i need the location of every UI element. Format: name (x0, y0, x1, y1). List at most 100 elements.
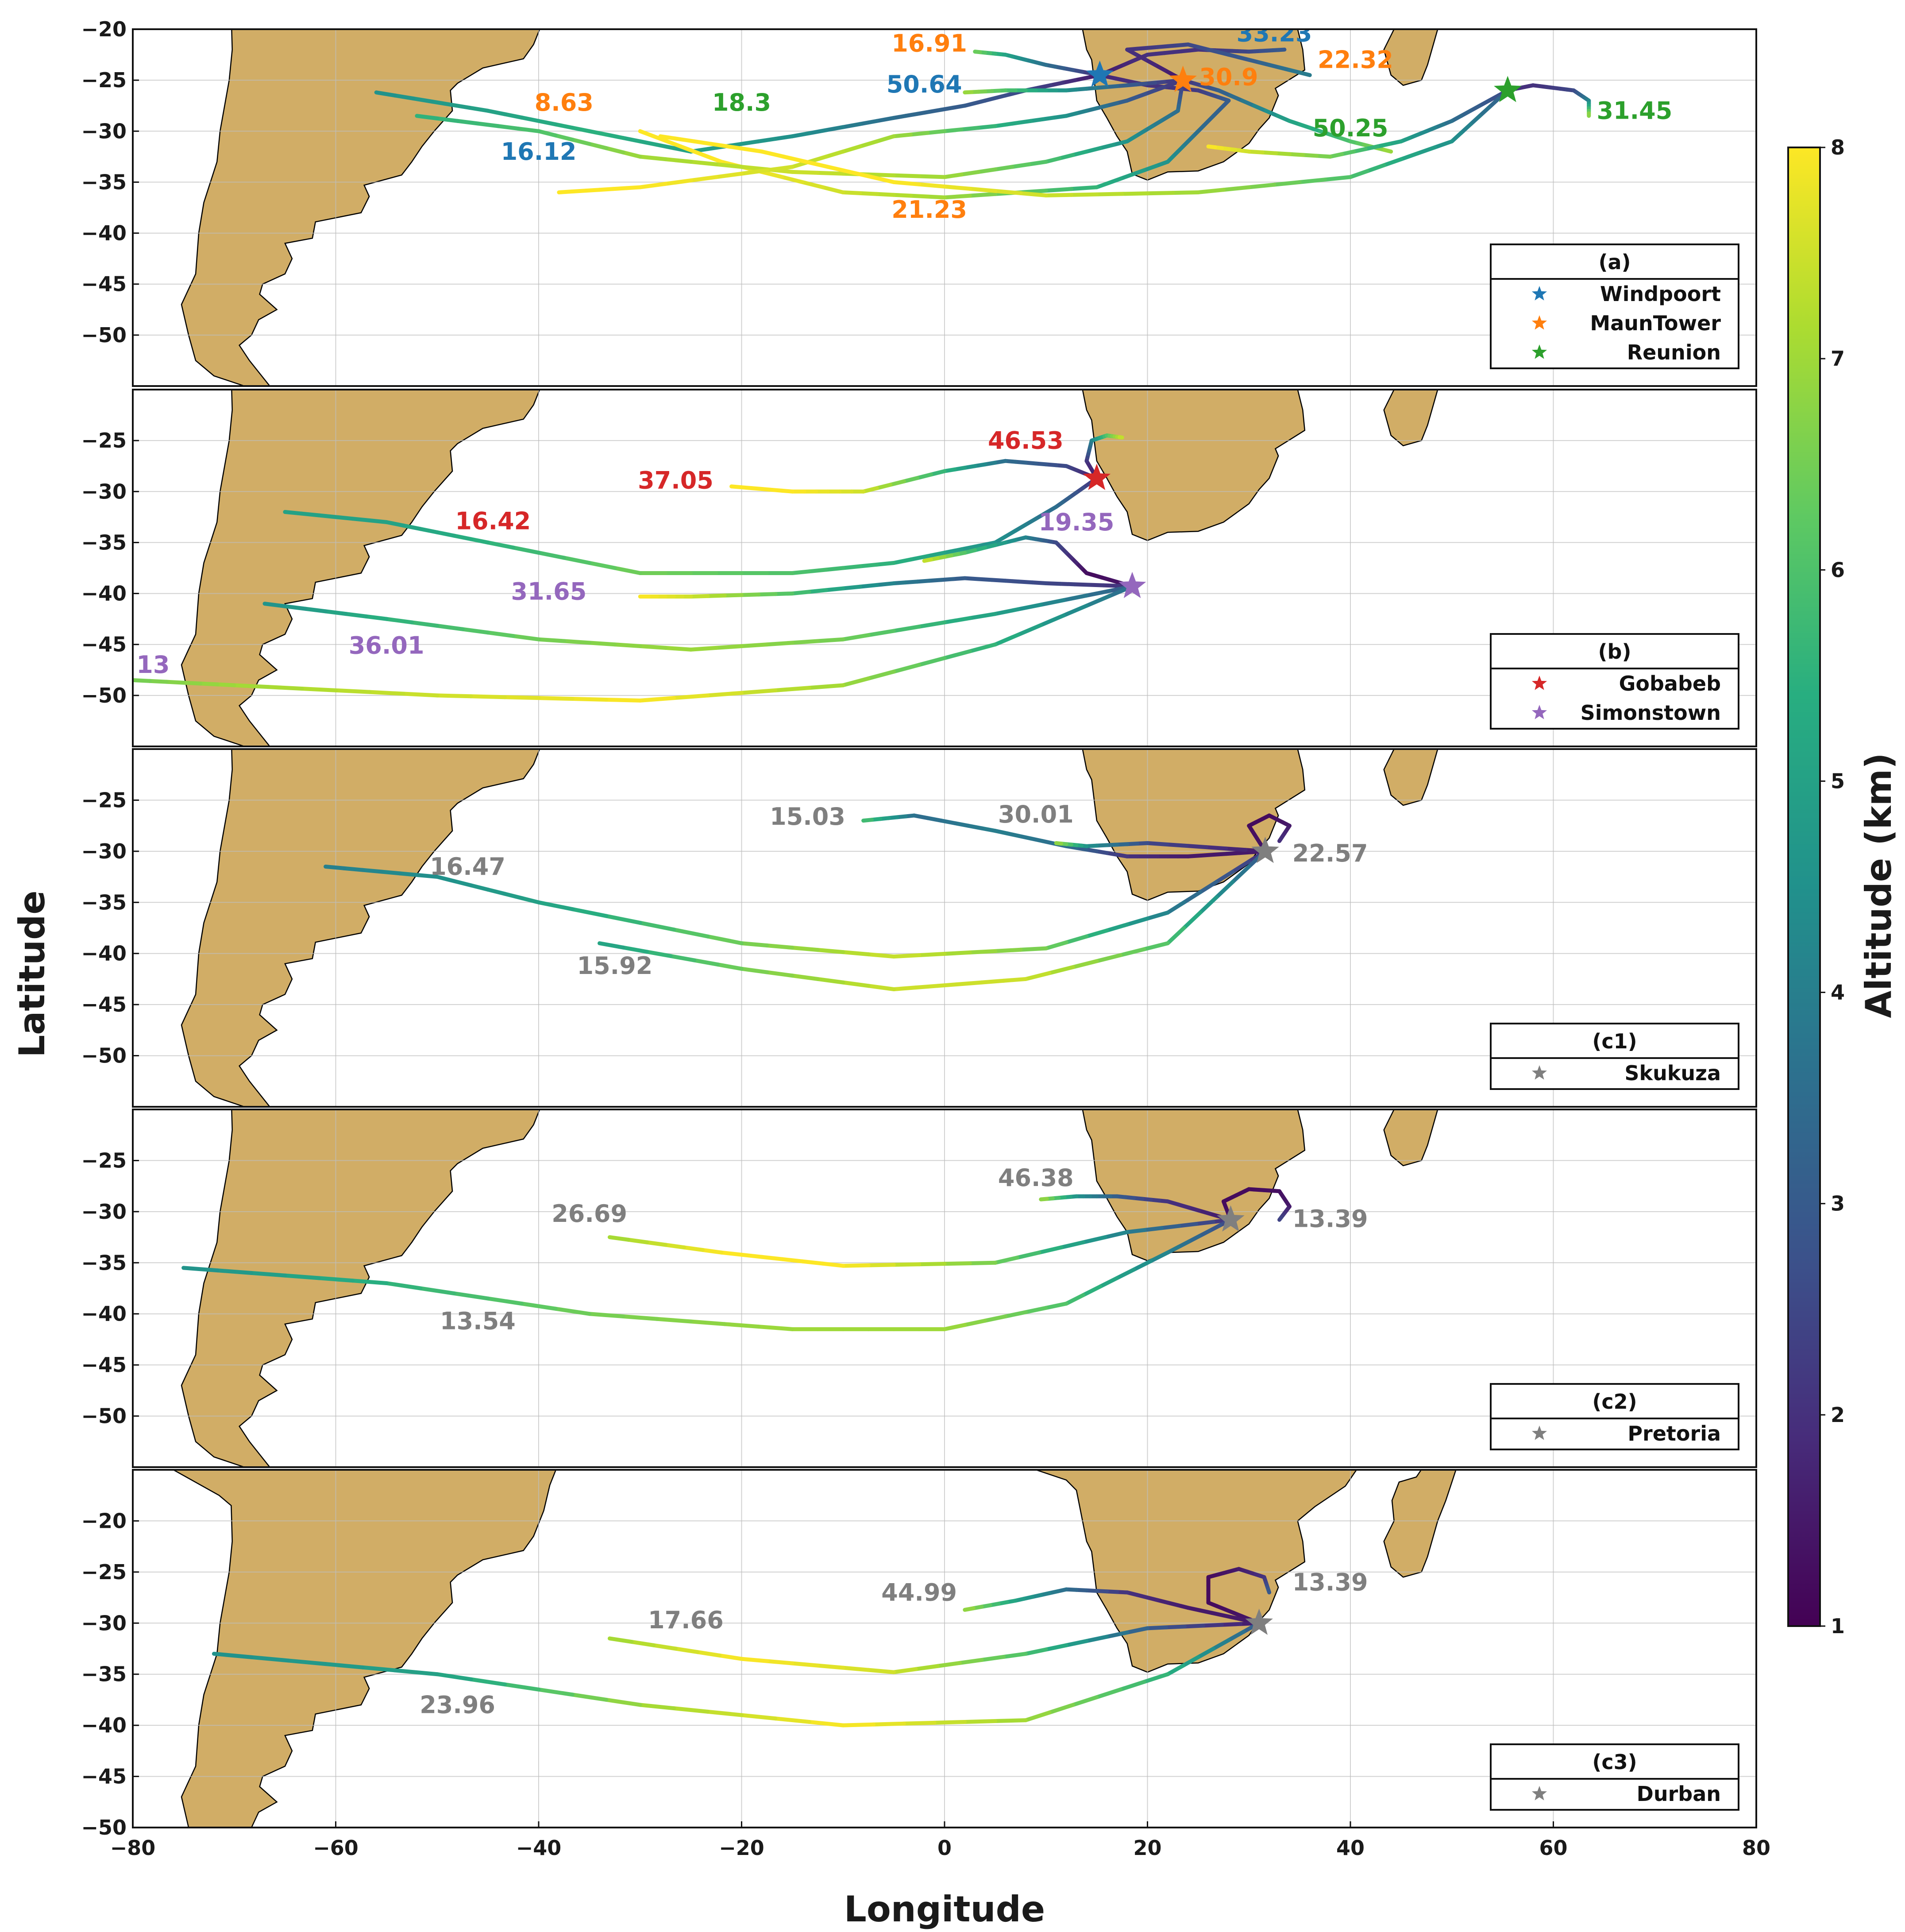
trajectory-label: 50.25 (1313, 114, 1388, 142)
trajectory-segment (1198, 880, 1219, 894)
trajectory-segment (740, 168, 769, 176)
colorbar-gradient (1787, 147, 1821, 1627)
trajectories (374, 43, 1591, 200)
trajectory-segment (460, 627, 490, 635)
trajectory-segment (912, 813, 930, 820)
legend-title: (c2) (1592, 1390, 1637, 1414)
trajectory-segment (765, 943, 794, 950)
y-tick-label: −30 (81, 1200, 127, 1224)
panel-frame (132, 389, 1757, 747)
trajectory-segment (536, 1687, 575, 1697)
trajectory-segment (324, 864, 347, 870)
trajectory-segment (1125, 916, 1149, 927)
trajectory-segment (891, 173, 922, 178)
trajectory-segment (1328, 152, 1344, 159)
trajectory-segment (1125, 1228, 1147, 1234)
trajectory-segment (866, 629, 896, 638)
trajectory-segment (968, 642, 998, 653)
trajectory-segment (570, 1692, 609, 1702)
trajectory-segment (645, 950, 673, 958)
trajectory-label: 30.01 (998, 800, 1074, 828)
trajectory-label: 21.23 (891, 196, 967, 224)
trajectory-segment (807, 683, 845, 690)
trajectory-segment (976, 124, 998, 130)
trajectory-segment (917, 951, 947, 958)
trajectory-segment (872, 1721, 906, 1727)
trajectory-segment (682, 1245, 705, 1252)
trajectory-segment (743, 147, 764, 154)
trajectory-segment (1252, 104, 1268, 113)
trajectory-segment (215, 1268, 253, 1275)
legend-item-mauntower: MaunTower (1590, 311, 1721, 335)
trajectory-segment (1274, 151, 1292, 156)
panel-plot-area: 46.38 13.39 26.69 13.54 (133, 1109, 1756, 1467)
trajectory-segment (1044, 1643, 1068, 1652)
trajectory-segment (914, 984, 940, 990)
trajectory-label: 13.39 (1292, 1205, 1368, 1233)
trajectory-segment (1118, 1680, 1146, 1692)
land-south-america (181, 1109, 540, 1467)
trajectory-segment (841, 980, 871, 988)
trajectory-segment (841, 1722, 876, 1727)
trajectory-segment (452, 533, 473, 541)
trajectory-segment (709, 142, 730, 149)
trajectory-segment (790, 131, 811, 139)
trajectory-segment (587, 142, 609, 151)
colorbar-title: Altitude (km) (1858, 753, 1899, 1018)
legend-title: (c1) (1592, 1029, 1637, 1053)
legend-title: (b) (1598, 640, 1631, 664)
trajectory-segment (629, 1640, 656, 1647)
legend-box (1490, 1023, 1739, 1090)
trajectory-label: 8.63 (535, 89, 594, 116)
trajectory-segment (384, 617, 414, 625)
trajectory-segment (663, 157, 693, 164)
trajectory-segment (1071, 1695, 1099, 1707)
panel-frame (132, 1109, 1757, 1468)
trajectory-segment (891, 953, 922, 959)
trajectory-segment (621, 945, 649, 954)
trajectory-segment (1044, 581, 1063, 586)
x-tick-label: 20 (1133, 1836, 1161, 1860)
trajectory-label: 50.64 (887, 70, 962, 98)
trajectories (181, 1187, 1292, 1331)
trajectory-segment (1183, 1623, 1206, 1629)
trajectory-segment (1145, 841, 1169, 846)
trajectory-segment (1095, 1687, 1122, 1700)
y-tick-labels: −25 −30 −35 −40 −45 −50 (81, 788, 139, 1068)
trajectory-segment (638, 155, 668, 162)
trajectory-segment (963, 1318, 987, 1327)
trajectory-segment (1060, 78, 1077, 85)
trajectory-segment (435, 1672, 473, 1681)
x-axis-title: Longitude (844, 1889, 1045, 1930)
trajectory-segment (570, 907, 609, 918)
trajectory-segment (858, 191, 879, 196)
colorbar-tick-label: 2 (1831, 1403, 1845, 1427)
trajectory-segment (706, 1709, 744, 1717)
trajectory-segment (790, 1661, 820, 1668)
trajectory-segment (1069, 192, 1099, 197)
y-tick-label: −25 (81, 788, 127, 812)
trajectory-segment (1125, 1626, 1149, 1634)
trajectory-segment (1264, 108, 1280, 118)
legend-item-simonstown: Simonstown (1581, 701, 1721, 725)
colorbar-tick-label: 4 (1831, 981, 1845, 1005)
trajectory-label: 44.99 (881, 1578, 957, 1606)
trajectory-segment (469, 1677, 507, 1687)
land-south-america (172, 1470, 557, 1828)
trajectory-segment (587, 129, 609, 137)
trajectory-segment (841, 1665, 871, 1672)
trajectory-segment (536, 129, 558, 138)
trajectory-segment (841, 190, 862, 195)
trajectory-segment (1010, 162, 1031, 169)
trajectory-label: 13.39 (1292, 1568, 1368, 1596)
trajectory-segment (717, 1653, 744, 1661)
trajectory-segment (790, 590, 811, 596)
trajectory-segment (562, 639, 592, 645)
y-tick-label: −40 (81, 942, 127, 966)
trajectory-segment (516, 127, 541, 133)
trajectory-segment (891, 132, 913, 139)
trajectory-segment (262, 602, 287, 608)
trajectory-segment (1210, 1611, 1226, 1618)
trajectory-segment (598, 187, 615, 192)
